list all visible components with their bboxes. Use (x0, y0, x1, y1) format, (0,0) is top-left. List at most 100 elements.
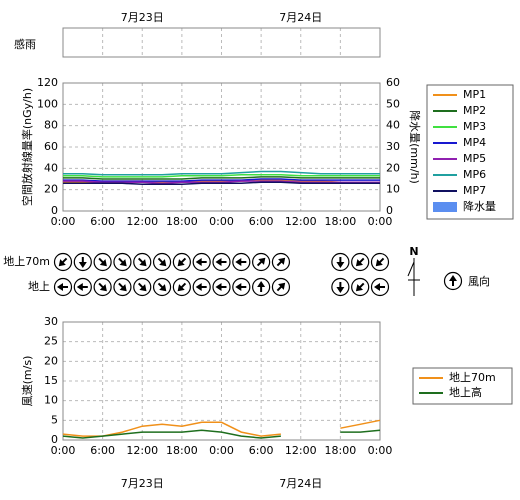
x-tick-label: 6:00 (249, 215, 274, 228)
wind-arrow (331, 277, 350, 297)
compass (407, 258, 420, 296)
wind-arrow (53, 277, 73, 297)
arrow-head (159, 284, 167, 292)
y2-tick-label: 10 (386, 183, 400, 196)
strip-frame (62, 27, 381, 58)
x-tick-label: 12:00 (126, 215, 158, 228)
wind-arrow (192, 277, 211, 297)
arrow (138, 257, 147, 267)
arrow-head (78, 262, 87, 268)
y-tick-label: 120 (37, 76, 58, 89)
date-label: 7月24日 (279, 11, 322, 24)
arrow-head (374, 283, 380, 291)
arrow (157, 282, 167, 292)
x-tick-label: 0:00 (51, 215, 76, 228)
arrow (235, 283, 247, 291)
x-tick-label: 12:00 (285, 215, 317, 228)
legend-label: MP4 (463, 136, 486, 149)
wind-arrow (113, 277, 132, 297)
wind-arrow (232, 277, 251, 297)
series-line (63, 173, 380, 178)
arrow-head (195, 283, 202, 291)
arrow-head (57, 283, 63, 291)
x-tick-label: 0:00 (51, 444, 76, 457)
arrow-head (99, 284, 107, 292)
wind-arrow (252, 252, 271, 272)
legend-label: MP3 (463, 120, 486, 133)
arrow (98, 282, 107, 292)
wind-arrow (152, 252, 172, 272)
date-label: 7月23日 (121, 11, 164, 24)
x-tick-label: 18:00 (325, 215, 357, 228)
wind-arrow (331, 252, 350, 272)
arrow-head (177, 259, 185, 267)
compass-label: N (409, 245, 418, 258)
arrow-head (375, 259, 383, 267)
series-line (63, 176, 380, 180)
wind-arrow (93, 277, 112, 297)
x-tick-label: 6:00 (90, 444, 115, 457)
arrow (195, 283, 207, 291)
y2-tick-label: 40 (386, 119, 400, 132)
arrow-head (58, 259, 66, 267)
arrow-head (278, 282, 286, 290)
y-tick-label: 30 (44, 315, 58, 328)
wind-arrow (351, 277, 370, 297)
row-label: 地上70m (3, 255, 50, 268)
arrow (215, 283, 227, 291)
arrow (57, 283, 68, 291)
y-tick-label: 5 (51, 413, 58, 426)
y-tick-label: 40 (44, 161, 58, 174)
wind-arrow (351, 252, 370, 272)
arrow (215, 258, 227, 266)
wind-arrow (133, 277, 152, 297)
wind-arrow (192, 252, 211, 272)
wind-arrow (212, 277, 231, 297)
wind-arrow (93, 252, 112, 272)
arrow (195, 258, 207, 266)
arrow (374, 283, 385, 291)
arrow-head (449, 275, 457, 281)
y2-tick-label: 0 (386, 204, 393, 217)
arrow (276, 282, 286, 292)
arrow (118, 257, 127, 267)
y-tick-label: 0 (51, 433, 58, 446)
arrow (78, 257, 87, 268)
x-tick-label: 18:00 (166, 215, 198, 228)
y-tick-label: 80 (44, 119, 58, 132)
y-tick-label: 20 (44, 183, 58, 196)
arrow-head (139, 284, 147, 292)
arrow (157, 257, 167, 267)
legend-box (412, 367, 513, 405)
date-label: 7月23日 (121, 477, 164, 490)
legend-label: MP6 (463, 168, 486, 181)
arrow-head (235, 283, 242, 291)
x-tick-label: 0:00 (368, 215, 393, 228)
legend-label: MP1 (463, 88, 486, 101)
series-line (63, 178, 380, 182)
arrow-head (355, 284, 364, 292)
arrow-head (76, 283, 83, 291)
arrow (449, 275, 457, 286)
row-label: 地上 (28, 280, 50, 293)
arrow-head (278, 257, 286, 265)
wind-arrow (271, 252, 291, 272)
legend-label: MP2 (463, 104, 486, 117)
wind-arrow (53, 252, 73, 272)
arrow-head (99, 259, 107, 267)
arrow-head (215, 283, 222, 291)
x-tick-label: 0:00 (209, 215, 234, 228)
wind-arrow (370, 252, 390, 272)
arrow (256, 257, 266, 267)
arrow (177, 282, 187, 292)
arrow-head (119, 284, 127, 292)
y-tick-label: 100 (37, 97, 58, 110)
y-tick-label: 15 (44, 374, 58, 387)
legend-label: 降水量 (463, 199, 496, 213)
arrow (375, 257, 385, 267)
y-tick-label: 25 (44, 335, 58, 348)
arrow (257, 281, 266, 292)
series-line (63, 181, 380, 186)
plot-frame (62, 82, 381, 212)
arrow-head (177, 284, 185, 292)
